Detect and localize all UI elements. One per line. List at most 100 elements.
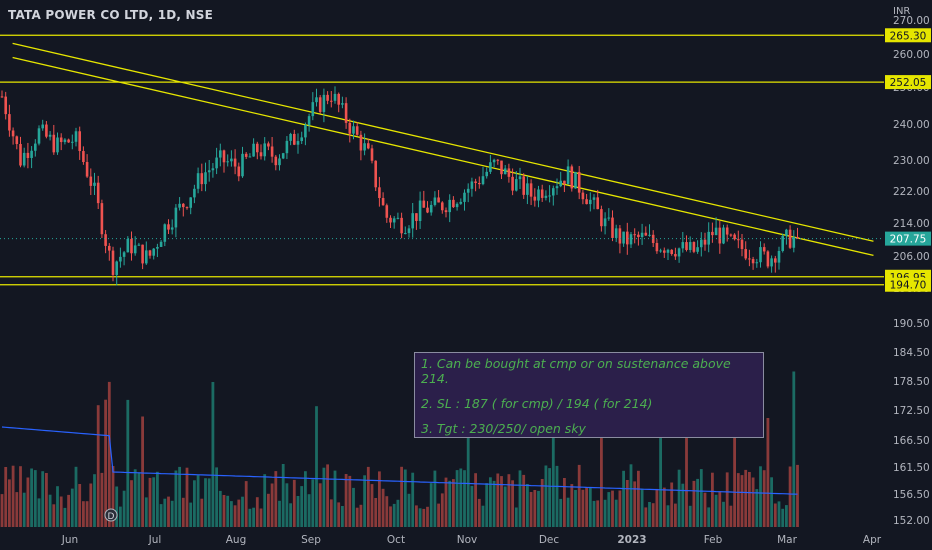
volume-bar [411, 472, 415, 527]
volume-bar [692, 480, 696, 527]
volume-bar [607, 492, 611, 527]
volume-bar [570, 484, 574, 527]
volume-bar [792, 371, 796, 527]
candle-body [448, 199, 451, 213]
volume-bar [540, 479, 544, 527]
candle-body [614, 228, 618, 238]
candle-body [570, 166, 574, 189]
candle-body [740, 239, 744, 250]
volume-bar [281, 464, 285, 527]
candle-body [182, 203, 185, 208]
candle-body [296, 141, 300, 145]
y-tick-label: 222.00 [893, 186, 930, 198]
volume-bar [218, 490, 222, 527]
volume-bar [352, 487, 355, 527]
volume-bar [429, 483, 433, 527]
candle-body [30, 150, 33, 158]
candle-body [485, 171, 488, 177]
level-price-label: 265.30 [890, 30, 927, 42]
candle-body [474, 181, 477, 183]
y-tick-label: 178.50 [893, 376, 930, 388]
candle-body [159, 241, 163, 247]
volume-bar [278, 500, 281, 527]
y-tick-label: 184.50 [893, 347, 930, 359]
level-price-tag [885, 277, 931, 292]
candle-body [352, 126, 355, 134]
volume-bar [193, 480, 196, 527]
candle-body [78, 131, 81, 152]
volume-bar [785, 505, 788, 527]
candle-body [63, 139, 67, 143]
volume-bar [581, 489, 585, 527]
volume-bar [326, 464, 329, 527]
candle-body [307, 116, 311, 125]
candle-body [85, 162, 89, 177]
volume-bar [533, 490, 537, 527]
volume-bar [267, 493, 270, 527]
candle-body [133, 245, 137, 254]
volume-bar [685, 392, 688, 527]
candle-body [592, 197, 596, 200]
candle-body [781, 235, 784, 251]
candle-body [219, 150, 222, 158]
candle-body [766, 251, 770, 267]
candle-body [714, 227, 718, 236]
candle-body [15, 136, 19, 145]
volume-bar [566, 497, 570, 527]
volume-bar [511, 480, 514, 527]
volume-bar [707, 507, 711, 527]
volume-bar [337, 502, 341, 527]
candle-body [441, 202, 444, 211]
volume-bar [189, 502, 193, 527]
candle-body [496, 159, 500, 161]
volume-ma-line [1, 426, 798, 495]
candle-body [355, 126, 359, 135]
candle-body [581, 192, 585, 200]
candle-body [722, 227, 725, 244]
candle-body [429, 204, 433, 213]
candle-body [407, 228, 411, 234]
volume-bar [296, 496, 300, 527]
volume-bar [514, 507, 518, 527]
candle-body [119, 256, 122, 262]
volume-bar [89, 483, 93, 527]
candle-body [607, 217, 611, 219]
volume-bar [796, 464, 799, 527]
volume-bar [392, 503, 396, 527]
candle-body [26, 152, 30, 158]
volume-bar [736, 473, 740, 527]
volume-bar [363, 475, 366, 527]
volume-bar [115, 486, 119, 527]
volume-bar [600, 436, 603, 527]
volume-bar [518, 470, 522, 527]
volume-bar [22, 492, 26, 527]
volume-bar [11, 465, 15, 527]
volume-bar [37, 498, 41, 527]
candle-body [378, 187, 381, 199]
candle-body [455, 203, 459, 208]
volume-bar [640, 488, 644, 527]
volume-bar [322, 467, 326, 527]
candle-body [574, 171, 577, 189]
volume-bar [274, 471, 278, 527]
candle-body [533, 196, 537, 201]
candle-body [700, 239, 703, 248]
volume-bar [766, 418, 770, 527]
volume-bar [459, 468, 463, 527]
volume-bar [466, 401, 470, 527]
candle-body [359, 134, 363, 151]
volume-bar [718, 491, 722, 527]
volume-bar [426, 506, 429, 527]
candle-body [596, 197, 599, 210]
note-line-1: 1. Can be bought at cmp or on sustenance… [421, 356, 731, 386]
volume-bar [170, 500, 174, 527]
volume-bar [507, 474, 511, 527]
volume-bar [559, 498, 563, 527]
volume-bar [263, 474, 267, 527]
volume-bar [407, 493, 411, 527]
candle-body [252, 143, 255, 157]
candle-body [688, 242, 692, 250]
candle-body [603, 218, 607, 227]
volume-bar [777, 501, 781, 527]
